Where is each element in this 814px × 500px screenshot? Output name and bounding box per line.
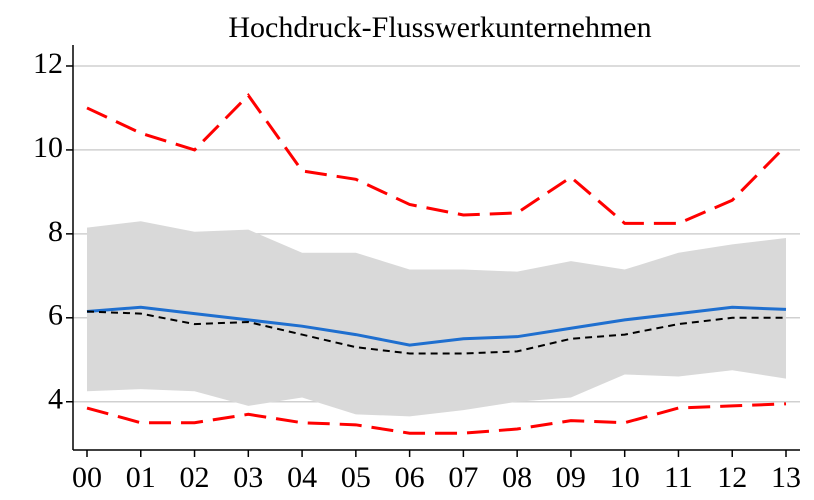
x-tick-label: 00 — [72, 461, 102, 494]
series-line — [86, 402, 787, 435]
y-tick-label: 8 — [48, 215, 63, 248]
x-tick-label: 11 — [664, 461, 693, 494]
x-tick-label: 13 — [771, 461, 801, 494]
series-line — [86, 93, 788, 225]
x-tick-label: 07 — [448, 461, 478, 494]
x-tick-label: 01 — [126, 461, 156, 494]
y-tick-label: 6 — [48, 299, 63, 332]
y-tick-label: 4 — [48, 383, 63, 416]
band — [87, 221, 786, 417]
chart-title: Hochdruck-Flusswerkunternehmen — [228, 11, 651, 44]
x-tick-label: 04 — [287, 461, 317, 494]
series-line — [86, 305, 787, 347]
y-tick-label: 12 — [33, 47, 63, 80]
x-tick-label: 12 — [717, 461, 747, 494]
x-tick-label: 08 — [502, 461, 532, 494]
y-tick-label: 10 — [33, 131, 63, 164]
x-tick-label: 06 — [395, 461, 425, 494]
x-tick-label: 05 — [341, 461, 371, 494]
series-line — [86, 310, 786, 355]
x-tick-label: 10 — [610, 461, 640, 494]
x-tick-label: 02 — [180, 461, 210, 494]
x-tick-label: 03 — [233, 461, 263, 494]
x-tick-label: 09 — [556, 461, 586, 494]
